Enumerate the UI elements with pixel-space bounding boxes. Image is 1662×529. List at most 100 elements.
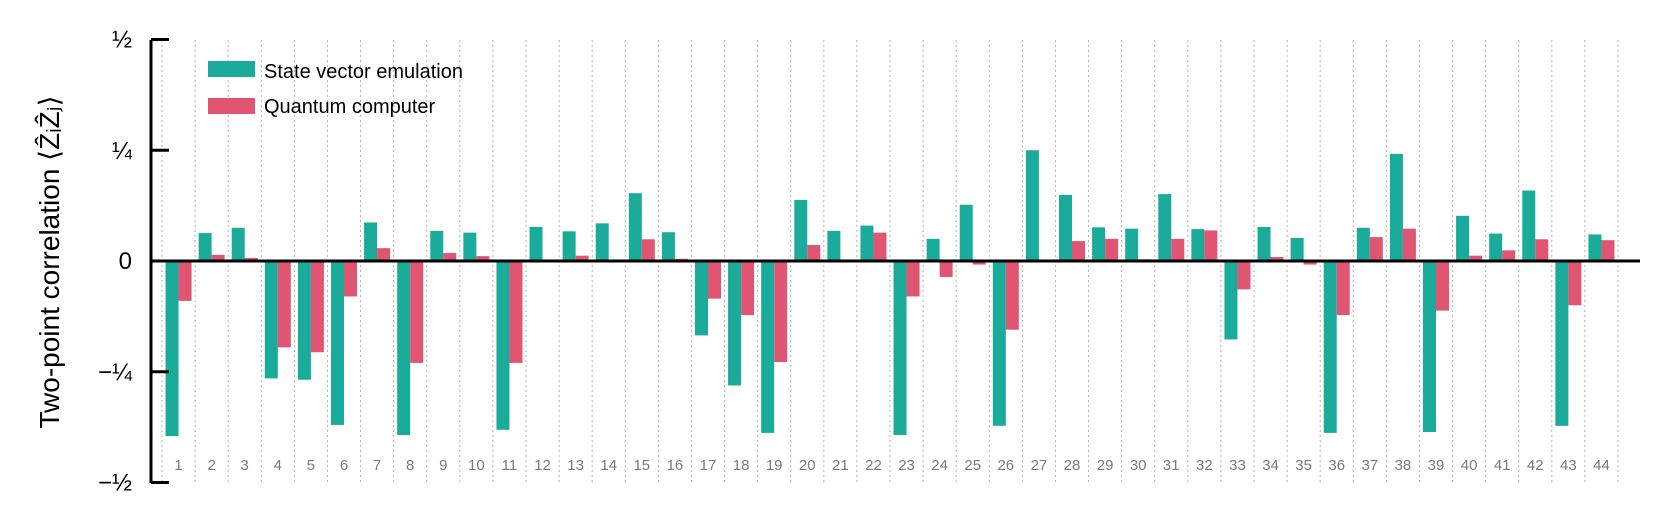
category-label: 39: [1428, 457, 1445, 474]
bar-state-vector-12: [529, 226, 543, 261]
bar-quantum-computer-39: [1436, 261, 1449, 311]
bar-state-vector-16: [661, 232, 675, 261]
category-label: 34: [1262, 457, 1279, 474]
bar-state-vector-33: [1224, 261, 1238, 340]
bar-state-vector-1: [165, 261, 179, 436]
bar-quantum-computer-11: [509, 261, 523, 363]
bar-quantum-computer-5: [310, 261, 324, 353]
bar-quantum-computer-6: [344, 261, 357, 297]
category-label: 1: [174, 457, 182, 474]
category-label: 18: [733, 457, 750, 474]
category-label: 3: [241, 457, 249, 474]
category-label: 28: [1064, 457, 1081, 474]
bar-state-vector-25: [959, 204, 973, 261]
category-label: 14: [600, 457, 617, 474]
category-label: 32: [1196, 457, 1213, 474]
category-label: 33: [1229, 457, 1246, 474]
legend-swatch-quantum-computer: [208, 98, 255, 114]
category-label: 37: [1361, 457, 1378, 474]
bar-quantum-computer-3: [244, 257, 258, 261]
bar-quantum-computer-34: [1270, 257, 1284, 261]
bar-quantum-computer-25: [972, 261, 986, 265]
category-label: 31: [1163, 457, 1180, 474]
category-label: 10: [468, 457, 485, 474]
bar-quantum-computer-33: [1237, 261, 1251, 290]
bar-state-vector-41: [1489, 233, 1503, 261]
bar-state-vector-44: [1588, 234, 1602, 261]
category-label: 6: [340, 457, 348, 474]
bar-quantum-computer-43: [1568, 261, 1582, 306]
bar-quantum-computer-24: [939, 261, 953, 277]
bar-state-vector-19: [761, 261, 775, 433]
y-tick-label: 0: [119, 248, 132, 275]
y-axis-title: Two-point correlation ⟨ẐᵢẐⱼ⟩: [34, 95, 65, 428]
bar-state-vector-31: [1158, 194, 1172, 261]
bar-state-vector-7: [364, 222, 378, 261]
bar-state-vector-8: [397, 261, 411, 436]
y-tick-label: −½: [98, 470, 132, 497]
category-label: 41: [1494, 457, 1511, 474]
bar-quantum-computer-9: [443, 253, 457, 261]
bar-quantum-computer-44: [1601, 240, 1615, 261]
category-label: 43: [1560, 457, 1577, 474]
bar-quantum-computer-8: [410, 261, 424, 363]
bar-quantum-computer-31: [1171, 238, 1185, 261]
legend-label-state-vector: State vector emulation: [264, 61, 463, 83]
bar-quantum-computer-2: [211, 254, 225, 261]
bar-quantum-computer-36: [1336, 261, 1350, 316]
category-label: 13: [567, 457, 584, 474]
bar-state-vector-9: [430, 230, 444, 261]
bar-quantum-computer-18: [741, 261, 755, 316]
bar-quantum-computer-17: [708, 261, 721, 299]
category-label: 15: [633, 457, 650, 474]
bar-state-vector-37: [1356, 227, 1370, 261]
category-label: 21: [832, 457, 849, 474]
bar-state-vector-30: [1125, 228, 1139, 261]
category-label: 16: [667, 457, 684, 474]
bar-state-vector-18: [728, 261, 742, 386]
bar-state-vector-26: [992, 261, 1006, 426]
bars: [165, 150, 1615, 436]
category-label: 12: [534, 457, 551, 474]
bar-state-vector-35: [1290, 237, 1304, 261]
bar-state-vector-29: [1092, 227, 1106, 261]
bar-quantum-computer-13: [575, 255, 589, 261]
legend: State vector emulation Quantum computer: [208, 61, 463, 118]
bar-state-vector-5: [297, 261, 311, 380]
bar-state-vector-38: [1389, 153, 1403, 261]
category-label: 17: [700, 457, 717, 474]
bar-quantum-computer-42: [1535, 239, 1549, 261]
bar-quantum-computer-38: [1402, 228, 1416, 261]
bar-state-vector-27: [1025, 150, 1039, 261]
bar-state-vector-13: [562, 231, 576, 261]
bar-state-vector-40: [1456, 215, 1470, 261]
category-label: 11: [502, 457, 518, 474]
bar-quantum-computer-20: [807, 245, 821, 261]
bar-state-vector-28: [1059, 194, 1072, 261]
bar-quantum-computer-4: [277, 261, 291, 348]
bar-state-vector-3: [231, 227, 245, 261]
y-tick-label: ¼: [112, 137, 133, 164]
bar-state-vector-43: [1555, 261, 1569, 426]
category-labels: 1 2 3 4 5 6 7 8 9 10 11 12 13 14 15 16 17 18 19 20 21 22 23 24 2…: [174, 457, 1609, 474]
bar-state-vector-21: [827, 230, 841, 261]
bar-state-vector-42: [1522, 190, 1536, 261]
category-label: 29: [1097, 457, 1114, 474]
bar-quantum-computer-19: [774, 261, 788, 363]
category-label: 19: [766, 457, 783, 474]
bar-state-vector-22: [860, 225, 874, 261]
category-label: 22: [865, 457, 882, 474]
category-label: 40: [1461, 457, 1478, 474]
category-label: 2: [207, 457, 215, 474]
y-axis: ½ ¼ 0 −¼ −½: [98, 27, 1640, 497]
bar-state-vector-20: [794, 199, 808, 261]
bar-quantum-computer-37: [1369, 237, 1383, 261]
category-label: 27: [1031, 457, 1048, 474]
category-label: 20: [799, 457, 816, 474]
category-label: 36: [1328, 457, 1345, 474]
bar-state-vector-39: [1423, 261, 1436, 432]
bar-state-vector-17: [695, 261, 708, 336]
bar-quantum-computer-41: [1502, 250, 1516, 261]
bar-state-vector-10: [463, 232, 477, 261]
